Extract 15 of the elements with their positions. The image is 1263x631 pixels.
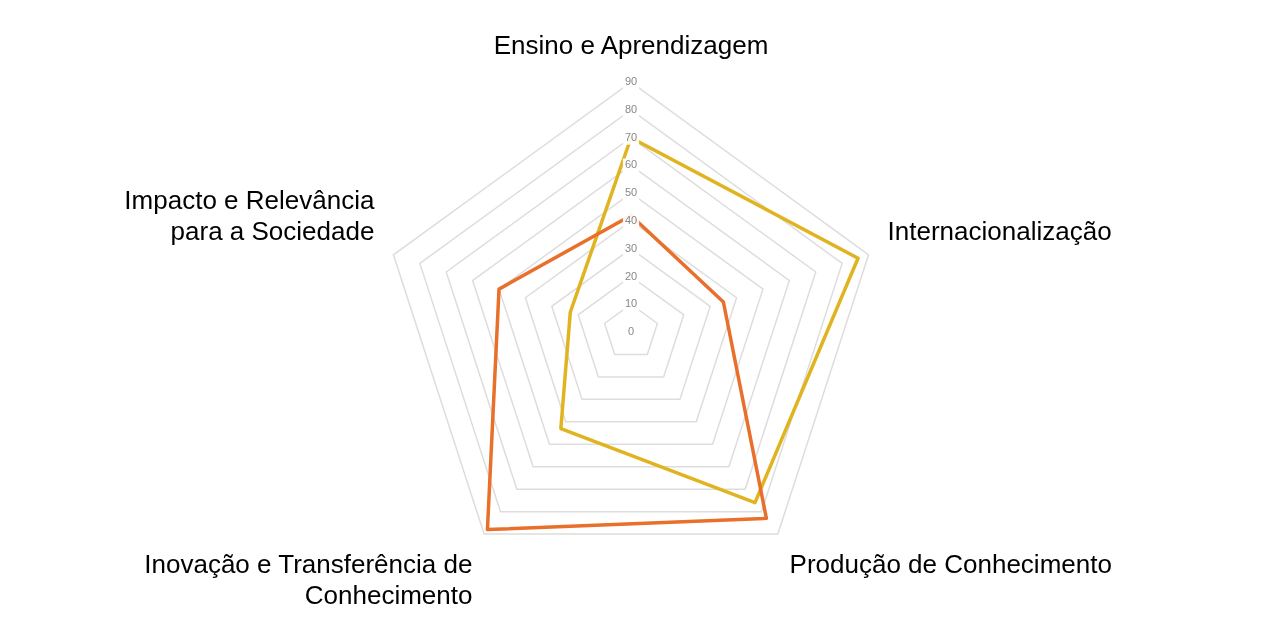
y-tick-label: 90 — [624, 75, 638, 88]
y-tick-label: 70 — [624, 130, 638, 143]
y-tick-label: 40 — [624, 214, 638, 227]
y-tick-label: 0 — [627, 325, 635, 338]
y-tick-label: 60 — [624, 158, 638, 171]
spoke-label: Ensino e Aprendizagem — [493, 29, 769, 60]
y-tick-label: 20 — [624, 269, 638, 282]
y-tick-label: 10 — [624, 297, 638, 310]
spoke-label: Impacto e Relevância para a Sociedade — [124, 185, 375, 247]
spoke-label: Internacionalização — [887, 216, 1112, 247]
y-tick-label: 50 — [624, 186, 638, 199]
spoke-label: Inovação e Transferência de Conhecimento — [144, 549, 473, 611]
y-tick-label: 80 — [624, 102, 638, 115]
spoke-label: Produção de Conhecimento — [789, 549, 1112, 580]
y-tick-label: 30 — [624, 241, 638, 254]
